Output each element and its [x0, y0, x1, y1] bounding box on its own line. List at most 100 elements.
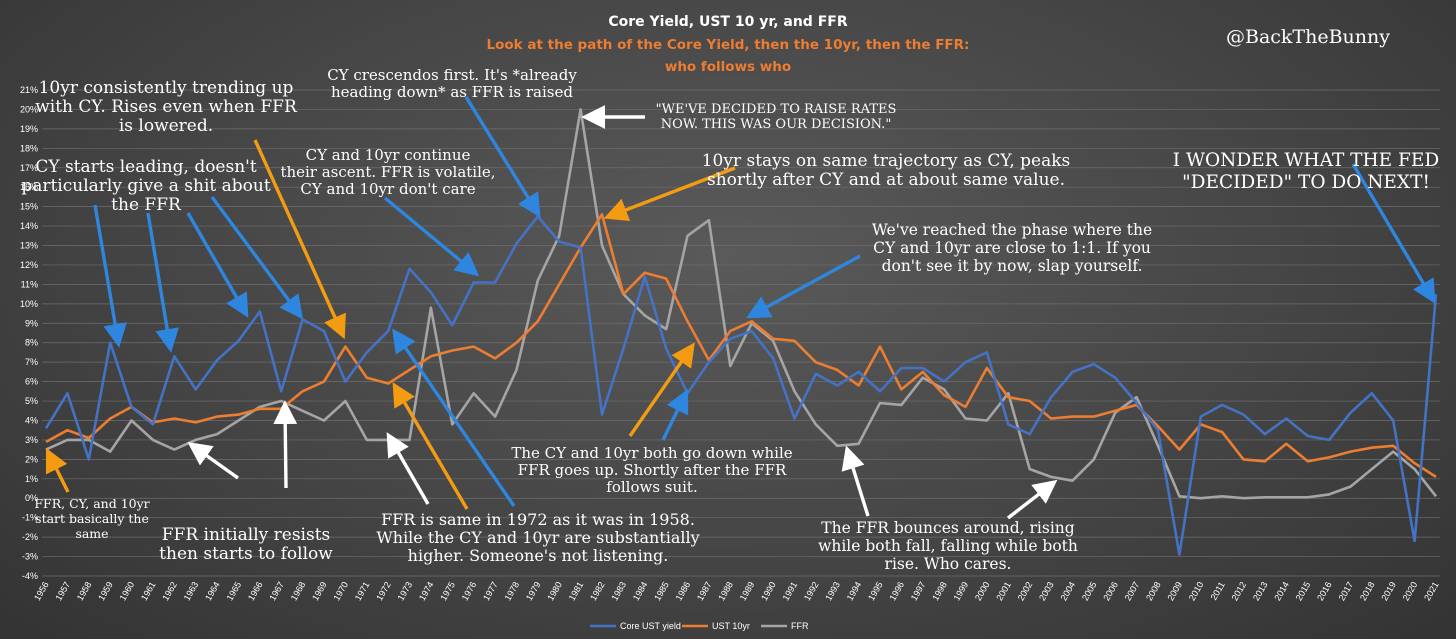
- annotations: FFR, CY, and 10yr start basically the same…: [21, 66, 1439, 573]
- x-tick-label: 2008: [1144, 580, 1163, 602]
- annotation-a2: CY starts leading, doesn't particularly g…: [21, 157, 270, 215]
- annotation-a3: 10yr consistently trending up with CY. Ri…: [35, 78, 298, 136]
- annotation-arrow: [187, 442, 239, 480]
- annotation-arrow: [146, 212, 179, 353]
- annotation-line: heading down* as FFR is raised: [331, 83, 573, 101]
- annotation-arrow: [841, 445, 870, 517]
- series-line-core: [44, 215, 1438, 556]
- y-tick-label: 10%: [20, 299, 38, 309]
- x-tick-label: 1993: [823, 580, 842, 602]
- x-tick-label: 1974: [417, 580, 436, 602]
- y-tick-label: 2%: [25, 454, 38, 464]
- annotation-line: then starts to follow: [159, 544, 333, 564]
- annotation-arrow: [186, 212, 249, 318]
- y-tick-label: 17%: [20, 163, 38, 173]
- annotation-a10: I WONDER WHAT THE FED "DECIDED" TO DO NEX…: [1173, 150, 1439, 193]
- x-tick-label: 2004: [1059, 580, 1078, 602]
- x-tick-label: 1963: [182, 580, 201, 602]
- y-tick-label: 14%: [20, 221, 38, 231]
- annotation-line: FFR, CY, and 10yr: [34, 496, 149, 511]
- y-tick-label: 3%: [25, 435, 38, 445]
- x-tick-label: 1988: [716, 580, 735, 602]
- x-tick-label: 1982: [588, 580, 607, 602]
- annotation-line: start basically the: [35, 511, 149, 526]
- annotation-arrow: [273, 400, 298, 489]
- x-tick-label: 1958: [75, 580, 94, 602]
- legend-label-ust: UST 10yr: [712, 621, 750, 631]
- annotation-line: We've reached the phase where the: [872, 221, 1152, 239]
- annotation-arrow: [661, 388, 689, 441]
- x-tick-label: 1991: [781, 580, 800, 602]
- annotation-arrow: [93, 204, 127, 348]
- annotation-a1: FFR, CY, and 10yr start basically the same: [34, 496, 149, 541]
- annotation-arrow: [603, 166, 736, 222]
- annotation-line: their ascent. FFR is volatile,: [280, 163, 495, 181]
- x-tick-label: 1994: [845, 580, 864, 602]
- x-tick-label: 1961: [139, 580, 158, 602]
- annotation-line: rise. Who cares.: [885, 555, 1012, 573]
- x-tick-label: 2021: [1422, 580, 1441, 602]
- x-tick-label: 1976: [460, 580, 479, 602]
- annotation-line: with CY. Rises even when FFR: [35, 97, 298, 117]
- y-tick-label: 21%: [20, 85, 38, 95]
- x-tick-label: 1987: [695, 580, 714, 602]
- annotation-line: "DECIDED" TO DO NEXT!: [1182, 172, 1430, 193]
- legend-label-ffr: FFR: [791, 621, 809, 631]
- x-tick-label: 2005: [1080, 580, 1099, 602]
- annotation-line: CY starts leading, doesn't: [35, 157, 257, 177]
- x-tick-label: 2003: [1037, 580, 1056, 602]
- annotation-arrow: [746, 254, 861, 319]
- x-tick-label: 2016: [1315, 580, 1334, 602]
- x-tick-label: 1962: [160, 580, 179, 602]
- chart-title: Core Yield, UST 10 yr, and FFR: [608, 14, 847, 30]
- x-tick-label: 2014: [1272, 580, 1291, 602]
- x-tick-label: 2020: [1401, 580, 1420, 602]
- x-tick-label: 1996: [887, 580, 906, 602]
- annotation-arrow: [253, 139, 346, 340]
- y-tick-label: 9%: [25, 318, 38, 328]
- x-tick-label: 1957: [53, 580, 72, 602]
- x-tick-label: 1967: [267, 580, 286, 602]
- y-tick-label: 1%: [25, 474, 38, 484]
- y-tick-label: 19%: [20, 124, 38, 134]
- annotation-a12: The CY and 10yr both go down while FFR go…: [511, 444, 792, 496]
- x-tick-label: 2006: [1101, 580, 1120, 602]
- x-tick-label: 1998: [930, 580, 949, 602]
- annotation-line: same: [75, 526, 108, 541]
- y-tick-label: -2%: [22, 532, 38, 542]
- annotation-arrows: [45, 96, 1436, 520]
- x-tick-label: 1995: [866, 580, 885, 602]
- chart-subtitle-line-1: Look at the path of the Core Yield, then…: [487, 37, 970, 53]
- x-tick-label: 1984: [631, 580, 650, 602]
- annotation-line: particularly give a shit about: [21, 176, 270, 196]
- y-tick-label: 16%: [20, 182, 38, 192]
- annotation-line: FFR is same in 1972 as it was in 1958.: [381, 510, 695, 529]
- x-tick-label: 2009: [1165, 580, 1184, 602]
- x-tick-label: 1999: [952, 580, 971, 602]
- annotation-line: "WE'VE DECIDED TO RAISE RATES: [656, 102, 897, 117]
- annotation-arrow: [1351, 163, 1436, 304]
- annotation-line: higher. Someone's not listening.: [408, 546, 669, 565]
- x-tick-label: 2019: [1379, 580, 1398, 602]
- x-tick-label: 2012: [1230, 580, 1249, 602]
- annotation-line: follows suit.: [606, 478, 697, 496]
- annotation-arrow: [45, 447, 70, 493]
- x-tick-label: 1965: [225, 580, 244, 602]
- annotation-arrow: [1006, 479, 1058, 520]
- annotation-a11: FFR is same in 1972 as it was in 1958. Wh…: [376, 510, 699, 565]
- x-tick-label: 1966: [246, 580, 265, 602]
- annotation-line: While the CY and 10yr are substantially: [376, 528, 699, 547]
- x-tick-label: 2017: [1337, 580, 1356, 602]
- annotation-arrow: [383, 196, 480, 277]
- annotation-arrow: [464, 96, 541, 218]
- y-tick-label: 7%: [25, 357, 38, 367]
- author-handle: @BackTheBunny: [1226, 26, 1390, 48]
- legend: Core UST yield UST 10yr FFR: [590, 621, 809, 631]
- annotation-a9: We've reached the phase where the CY and …: [872, 221, 1152, 275]
- x-tick-label: 1972: [374, 580, 393, 602]
- annotation-a6: CY crescendos first. It's *already headin…: [327, 66, 577, 101]
- annotation-arrow: [392, 328, 516, 507]
- x-tick-label: 2007: [1123, 580, 1142, 602]
- annotation-a7: "WE'VE DECIDED TO RAISE RATES NOW. THIS W…: [656, 102, 897, 132]
- annotation-arrow: [386, 432, 430, 505]
